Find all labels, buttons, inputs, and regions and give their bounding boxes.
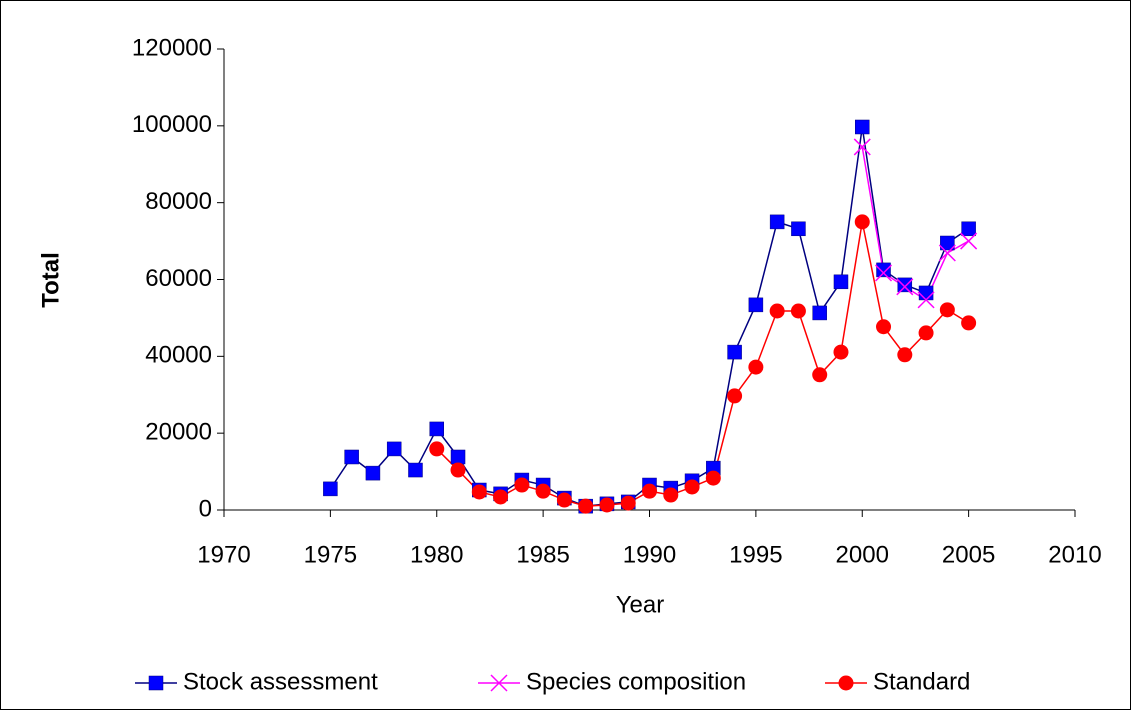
marker xyxy=(620,495,636,511)
marker xyxy=(961,221,976,237)
marker xyxy=(535,483,551,499)
marker xyxy=(812,305,827,321)
legend-label: Standard xyxy=(873,668,970,695)
y-tick-label: 120000 xyxy=(132,34,212,61)
marker xyxy=(748,297,764,313)
marker xyxy=(727,388,743,404)
marker xyxy=(386,441,402,457)
marker xyxy=(939,302,955,318)
x-tick-label: 1975 xyxy=(304,541,357,568)
legend-label: Stock assessment xyxy=(183,668,378,695)
marker xyxy=(769,214,785,230)
x-tick-label: 2005 xyxy=(942,541,995,568)
marker xyxy=(833,274,849,290)
marker xyxy=(471,484,487,500)
marker xyxy=(429,441,445,457)
marker xyxy=(961,315,977,331)
marker xyxy=(897,347,913,363)
marker xyxy=(938,244,956,262)
x-tick-label: 1985 xyxy=(516,541,569,568)
y-tick-label: 40000 xyxy=(145,342,212,369)
marker xyxy=(769,303,785,319)
y-tick-label: 20000 xyxy=(145,419,212,446)
legend-marker xyxy=(148,675,164,691)
marker xyxy=(853,138,871,156)
legend-marker xyxy=(838,675,854,691)
marker xyxy=(917,291,935,309)
marker xyxy=(365,465,381,481)
x-tick-label: 1980 xyxy=(410,541,463,568)
marker xyxy=(493,489,509,505)
marker xyxy=(450,462,466,478)
marker xyxy=(599,497,615,513)
y-axis-label: Total xyxy=(37,252,64,308)
marker xyxy=(578,498,594,514)
x-axis-label: Year xyxy=(616,591,665,618)
marker xyxy=(450,449,466,465)
marker xyxy=(874,264,893,282)
x-tick-label: 1995 xyxy=(729,541,782,568)
y-tick-label: 60000 xyxy=(145,265,212,292)
x-tick-label: 2000 xyxy=(836,541,889,568)
marker xyxy=(896,278,914,296)
marker xyxy=(748,359,764,375)
marker xyxy=(705,470,721,486)
marker xyxy=(812,367,828,383)
y-tick-label: 100000 xyxy=(132,111,212,138)
marker xyxy=(940,235,955,251)
legend-marker xyxy=(490,674,508,692)
marker xyxy=(897,277,913,293)
marker xyxy=(556,492,572,508)
marker xyxy=(642,483,657,499)
marker xyxy=(727,344,742,360)
marker xyxy=(855,119,870,135)
x-tick-label: 1970 xyxy=(197,541,250,568)
marker xyxy=(790,303,806,319)
marker xyxy=(918,325,934,341)
marker xyxy=(663,487,679,503)
marker xyxy=(684,479,700,495)
marker xyxy=(514,477,530,493)
marker xyxy=(854,214,870,230)
marker xyxy=(918,285,934,301)
y-tick-label: 80000 xyxy=(145,188,212,215)
marker xyxy=(876,319,892,335)
x-tick-label: 1990 xyxy=(623,541,676,568)
marker xyxy=(876,262,891,278)
x-tick-label: 2010 xyxy=(1048,541,1101,568)
marker xyxy=(429,421,444,437)
y-tick-label: 0 xyxy=(199,495,212,522)
marker xyxy=(323,481,338,497)
marker xyxy=(960,232,978,250)
marker xyxy=(344,449,359,465)
marker xyxy=(408,462,423,478)
marker xyxy=(833,344,849,360)
marker xyxy=(791,221,806,237)
legend-label: Species composition xyxy=(526,668,746,695)
series-line xyxy=(861,146,969,301)
